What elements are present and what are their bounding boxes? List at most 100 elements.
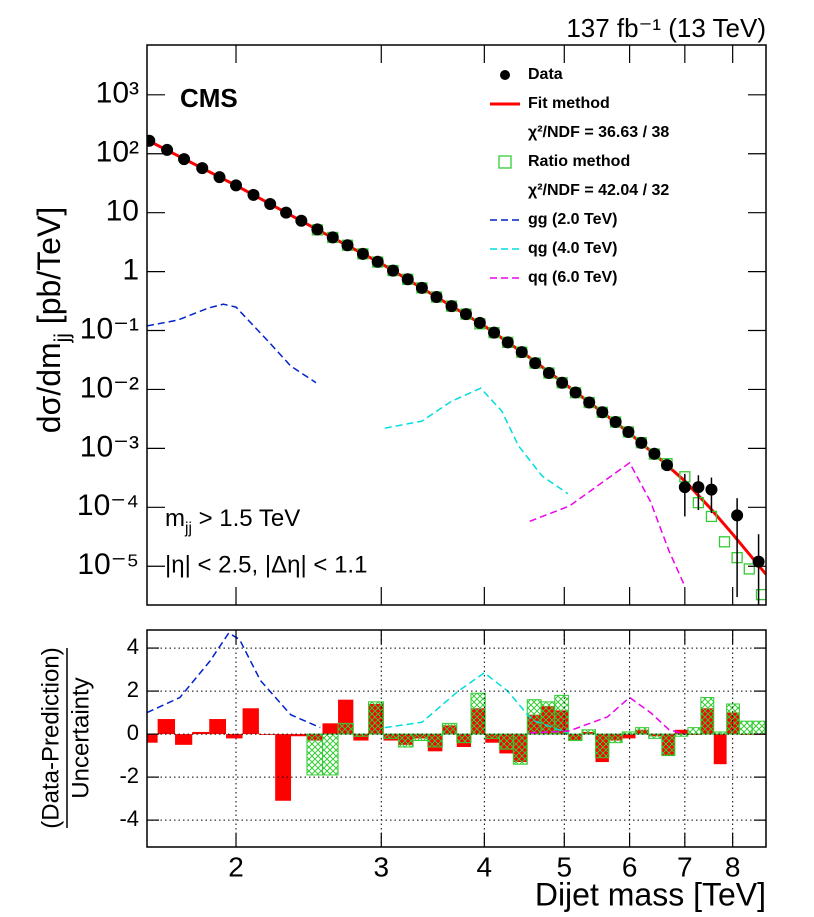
fit-bar bbox=[322, 723, 339, 735]
data-point bbox=[247, 188, 260, 201]
y-label-part: [pb/TeV] bbox=[31, 207, 67, 333]
x-tick-label: 2 bbox=[228, 851, 244, 882]
x-tick-label: 3 bbox=[373, 851, 389, 882]
ratio-bar bbox=[687, 727, 702, 735]
y-tick-label: -2 bbox=[119, 763, 139, 788]
y-tick-label: 10⁻⁴ bbox=[77, 489, 139, 522]
bottom-plot-area bbox=[147, 631, 766, 801]
cut-sub: jj bbox=[184, 520, 192, 537]
legend-symbol bbox=[500, 70, 510, 80]
ratio-bar bbox=[456, 733, 472, 744]
data-point bbox=[473, 316, 486, 329]
signal-curve bbox=[147, 631, 321, 729]
ratio-bar bbox=[441, 722, 458, 735]
data-point bbox=[147, 134, 156, 147]
y-tick-label: 2 bbox=[127, 677, 139, 702]
ratio-bar bbox=[306, 733, 323, 776]
data-point bbox=[445, 300, 458, 313]
legend-label: Fit method bbox=[528, 95, 610, 112]
fit-bar bbox=[674, 729, 688, 735]
ratio-bar bbox=[567, 733, 583, 742]
ratio-bar bbox=[352, 733, 370, 737]
legend-note: χ²/NDF = 42.04 / 32 bbox=[528, 182, 669, 199]
y-tick-label: 10⁻⁵ bbox=[77, 548, 139, 581]
top-frame bbox=[146, 44, 767, 606]
ratio-label-numerator: (Data-Prediction) bbox=[37, 647, 64, 828]
ratio-bar bbox=[512, 733, 528, 765]
ratio-bar bbox=[713, 731, 728, 735]
ratio-bar bbox=[648, 733, 663, 739]
data-point bbox=[501, 336, 514, 349]
fit-bar bbox=[258, 734, 276, 735]
data-point bbox=[648, 447, 661, 460]
ratio-bar bbox=[581, 729, 596, 735]
data-point bbox=[415, 281, 428, 294]
cut-mass-label: mjj > 1.5 TeV bbox=[165, 505, 300, 536]
y-tick-label: 10⁻³ bbox=[80, 430, 139, 463]
ratio-bar bbox=[608, 733, 623, 744]
data-point bbox=[213, 171, 226, 184]
x-tick-label: 5 bbox=[556, 851, 572, 882]
fit-bar bbox=[242, 708, 259, 735]
data-point bbox=[635, 436, 648, 449]
fit-bar bbox=[275, 734, 292, 801]
legend-note: χ²/NDF = 36.63 / 38 bbox=[528, 124, 669, 141]
cut-part: > 1.5 TeV bbox=[192, 505, 300, 532]
data-point bbox=[752, 555, 765, 568]
ratio-point bbox=[755, 588, 766, 601]
fit-bar bbox=[192, 731, 210, 735]
fit-bar bbox=[353, 734, 369, 741]
data-point bbox=[609, 416, 622, 429]
data-point bbox=[542, 367, 555, 380]
ratio-bar bbox=[700, 697, 715, 735]
y-tick-label: 10³ bbox=[96, 77, 139, 110]
fit-bar bbox=[147, 734, 158, 743]
signal-curve bbox=[147, 303, 317, 384]
signal-curve bbox=[384, 387, 569, 495]
ratio-bar bbox=[498, 733, 514, 750]
experiment-label: CMS bbox=[180, 83, 238, 113]
ratio-bar bbox=[738, 720, 753, 735]
signal-curve bbox=[384, 671, 569, 734]
data-point bbox=[178, 153, 191, 166]
y-tick-label: -4 bbox=[119, 806, 139, 831]
y-axis-label: dσ/dmjj [pb/TeV] bbox=[31, 207, 74, 433]
bottom-frame bbox=[146, 629, 767, 848]
data-point bbox=[459, 308, 472, 321]
ratio-bar bbox=[412, 733, 429, 742]
data-point bbox=[731, 509, 744, 522]
x-tick-label: 4 bbox=[477, 851, 493, 882]
ratio-bar bbox=[397, 733, 414, 748]
legend-label: gg (2.0 TeV) bbox=[528, 211, 618, 228]
data-point bbox=[569, 386, 582, 399]
signal-curve bbox=[529, 461, 686, 587]
legend-label: Data bbox=[528, 66, 563, 83]
ratio-bar bbox=[661, 733, 676, 757]
data-point bbox=[596, 406, 609, 419]
data-point bbox=[660, 459, 673, 472]
data-point bbox=[401, 273, 414, 286]
data-point bbox=[387, 264, 400, 277]
ratio-bar bbox=[337, 722, 354, 735]
fit-bar bbox=[209, 719, 227, 735]
ratio-bar bbox=[383, 733, 399, 739]
ratio-bar bbox=[594, 733, 610, 759]
fit-bar bbox=[226, 734, 243, 739]
data-point bbox=[356, 247, 369, 260]
data-point bbox=[295, 214, 308, 227]
y-tick-label: 0 bbox=[127, 720, 139, 745]
ratio-bar bbox=[540, 701, 556, 735]
data-point bbox=[161, 143, 174, 156]
ratio-point bbox=[718, 536, 731, 548]
fit-bar bbox=[157, 719, 176, 735]
y-tick-label: 10² bbox=[96, 136, 139, 169]
y-tick-label: 4 bbox=[127, 634, 139, 659]
data-point bbox=[488, 326, 501, 339]
ratio-bar bbox=[751, 720, 766, 735]
y-tick-label: 10⁻² bbox=[80, 371, 139, 404]
cut-eta-label: |η| < 2.5, |Δη| < 1.1 bbox=[165, 551, 367, 578]
data-point bbox=[280, 206, 293, 219]
fit-bar bbox=[291, 734, 307, 737]
top-plot-area bbox=[147, 134, 766, 605]
